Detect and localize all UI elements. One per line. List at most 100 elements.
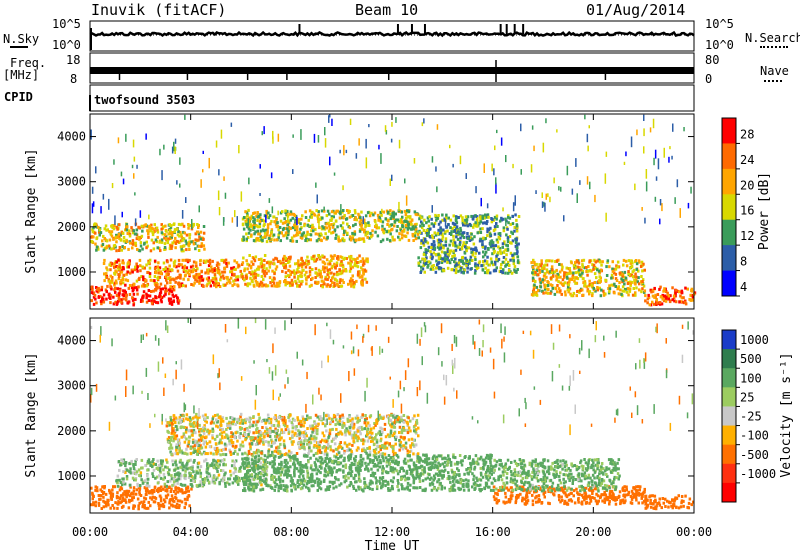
- heatmap-cell: [277, 210, 279, 216]
- heatmap-cell: [506, 227, 509, 231]
- heatmap-cell: [379, 210, 383, 214]
- heatmap-cell: [336, 209, 340, 213]
- heatmap-cell: [194, 439, 197, 443]
- heatmap-cell: [295, 228, 299, 232]
- heatmap-cell: [253, 226, 256, 230]
- heatmap-cell: [215, 264, 219, 267]
- heatmap-cell: [225, 276, 229, 280]
- heatmap-cell: [506, 248, 510, 252]
- heatmap-cell: [124, 464, 127, 467]
- heatmap-cell: [556, 129, 558, 133]
- heatmap-cell: [335, 209, 338, 213]
- heatmap-cell: [117, 258, 120, 262]
- heatmap-cell: [602, 292, 606, 295]
- heatmap-cell: [361, 257, 365, 261]
- heatmap-cell: [465, 173, 467, 179]
- heatmap-cell: [196, 417, 199, 421]
- heatmap-cell: [412, 452, 415, 456]
- heatmap-cell: [275, 284, 278, 288]
- heatmap-cell: [501, 217, 505, 221]
- heatmap-cell: [292, 234, 296, 238]
- heatmap-cell: [281, 228, 285, 232]
- heatmap-cell: [134, 459, 137, 463]
- heatmap-cell: [138, 474, 141, 477]
- heatmap-cell: [245, 237, 248, 241]
- heatmap-cell: [319, 415, 322, 419]
- heatmap-cell: [256, 236, 259, 240]
- heatmap-cell: [111, 226, 114, 230]
- heatmap-cell: [495, 257, 498, 261]
- heatmap-cell: [141, 481, 145, 485]
- heatmap-cell: [321, 260, 325, 264]
- heatmap-cell: [285, 452, 288, 456]
- heatmap-cell: [206, 466, 209, 470]
- heatmap-cell: [651, 294, 655, 298]
- heatmap-cell: [274, 267, 278, 271]
- heatmap-cell: [251, 280, 254, 284]
- heatmap-cell: [366, 428, 369, 432]
- heatmap-cell: [641, 207, 643, 211]
- heatmap-cell: [212, 479, 215, 483]
- heatmap-cell: [90, 486, 93, 490]
- heatmap-cell: [458, 265, 461, 269]
- heatmap-cell: [616, 260, 620, 264]
- heatmap-cell: [263, 219, 266, 223]
- heatmap-cell: [463, 268, 466, 272]
- heatmap-cell: [184, 477, 187, 481]
- heatmap-cell: [342, 422, 346, 425]
- heatmap-cell: [197, 444, 200, 447]
- heatmap-cell: [257, 471, 260, 475]
- heatmap-cell: [229, 281, 232, 285]
- heatmap-cell: [234, 470, 237, 474]
- heatmap-cell: [388, 239, 392, 243]
- heatmap-cell: [239, 269, 242, 273]
- heatmap-cell: [176, 299, 179, 303]
- heatmap-cell: [286, 219, 290, 223]
- heatmap-cell: [362, 442, 365, 446]
- heatmap-cell: [333, 254, 336, 258]
- heatmap-cell: [150, 497, 154, 501]
- heatmap-cell: [512, 256, 515, 259]
- heatmap-cell: [326, 278, 329, 281]
- heatmap-cell: [453, 268, 456, 272]
- heatmap-cell: [636, 129, 638, 136]
- heatmap-cell: [155, 475, 159, 479]
- heatmap-cell: [500, 216, 503, 220]
- heatmap-cell: [423, 259, 427, 263]
- heatmap-cell: [97, 494, 101, 497]
- heatmap-cell: [248, 484, 251, 488]
- heatmap-cell: [122, 461, 126, 465]
- heatmap-cell: [305, 282, 308, 286]
- heatmap-cell: [122, 273, 125, 277]
- heatmap-cell: [626, 287, 630, 291]
- heatmap-cell: [148, 491, 151, 495]
- heatmap-cell: [296, 277, 300, 281]
- heatmap-cell: [195, 484, 199, 488]
- heatmap-cell: [443, 257, 446, 261]
- heatmap-cell: [474, 214, 477, 218]
- nsky-line: [89, 30, 695, 38]
- heatmap-cell: [131, 498, 134, 502]
- heatmap-cell: [219, 459, 222, 463]
- heatmap-cell: [437, 253, 440, 257]
- heatmap-cell: [267, 211, 270, 215]
- heatmap-cell: [146, 293, 149, 297]
- heatmap-cell: [194, 278, 197, 282]
- heatmap-cell: [265, 240, 269, 244]
- heatmap-cell: [509, 270, 512, 274]
- heatmap-cell: [96, 489, 99, 493]
- heatmap-cell: [139, 244, 143, 248]
- heatmap-cell: [637, 259, 641, 263]
- heatmap-cell: [634, 183, 636, 191]
- heatmap-cell: [422, 224, 425, 227]
- heatmap-cell: [336, 448, 339, 451]
- heatmap-cell: [123, 482, 127, 486]
- heatmap-cell: [316, 194, 318, 204]
- heatmap-cell: [316, 449, 320, 453]
- heatmap-cell: [173, 285, 176, 289]
- heatmap-cell: [199, 230, 203, 234]
- heatmap-cell: [200, 244, 203, 248]
- heatmap-cell: [395, 435, 398, 439]
- heatmap-cell: [224, 481, 227, 485]
